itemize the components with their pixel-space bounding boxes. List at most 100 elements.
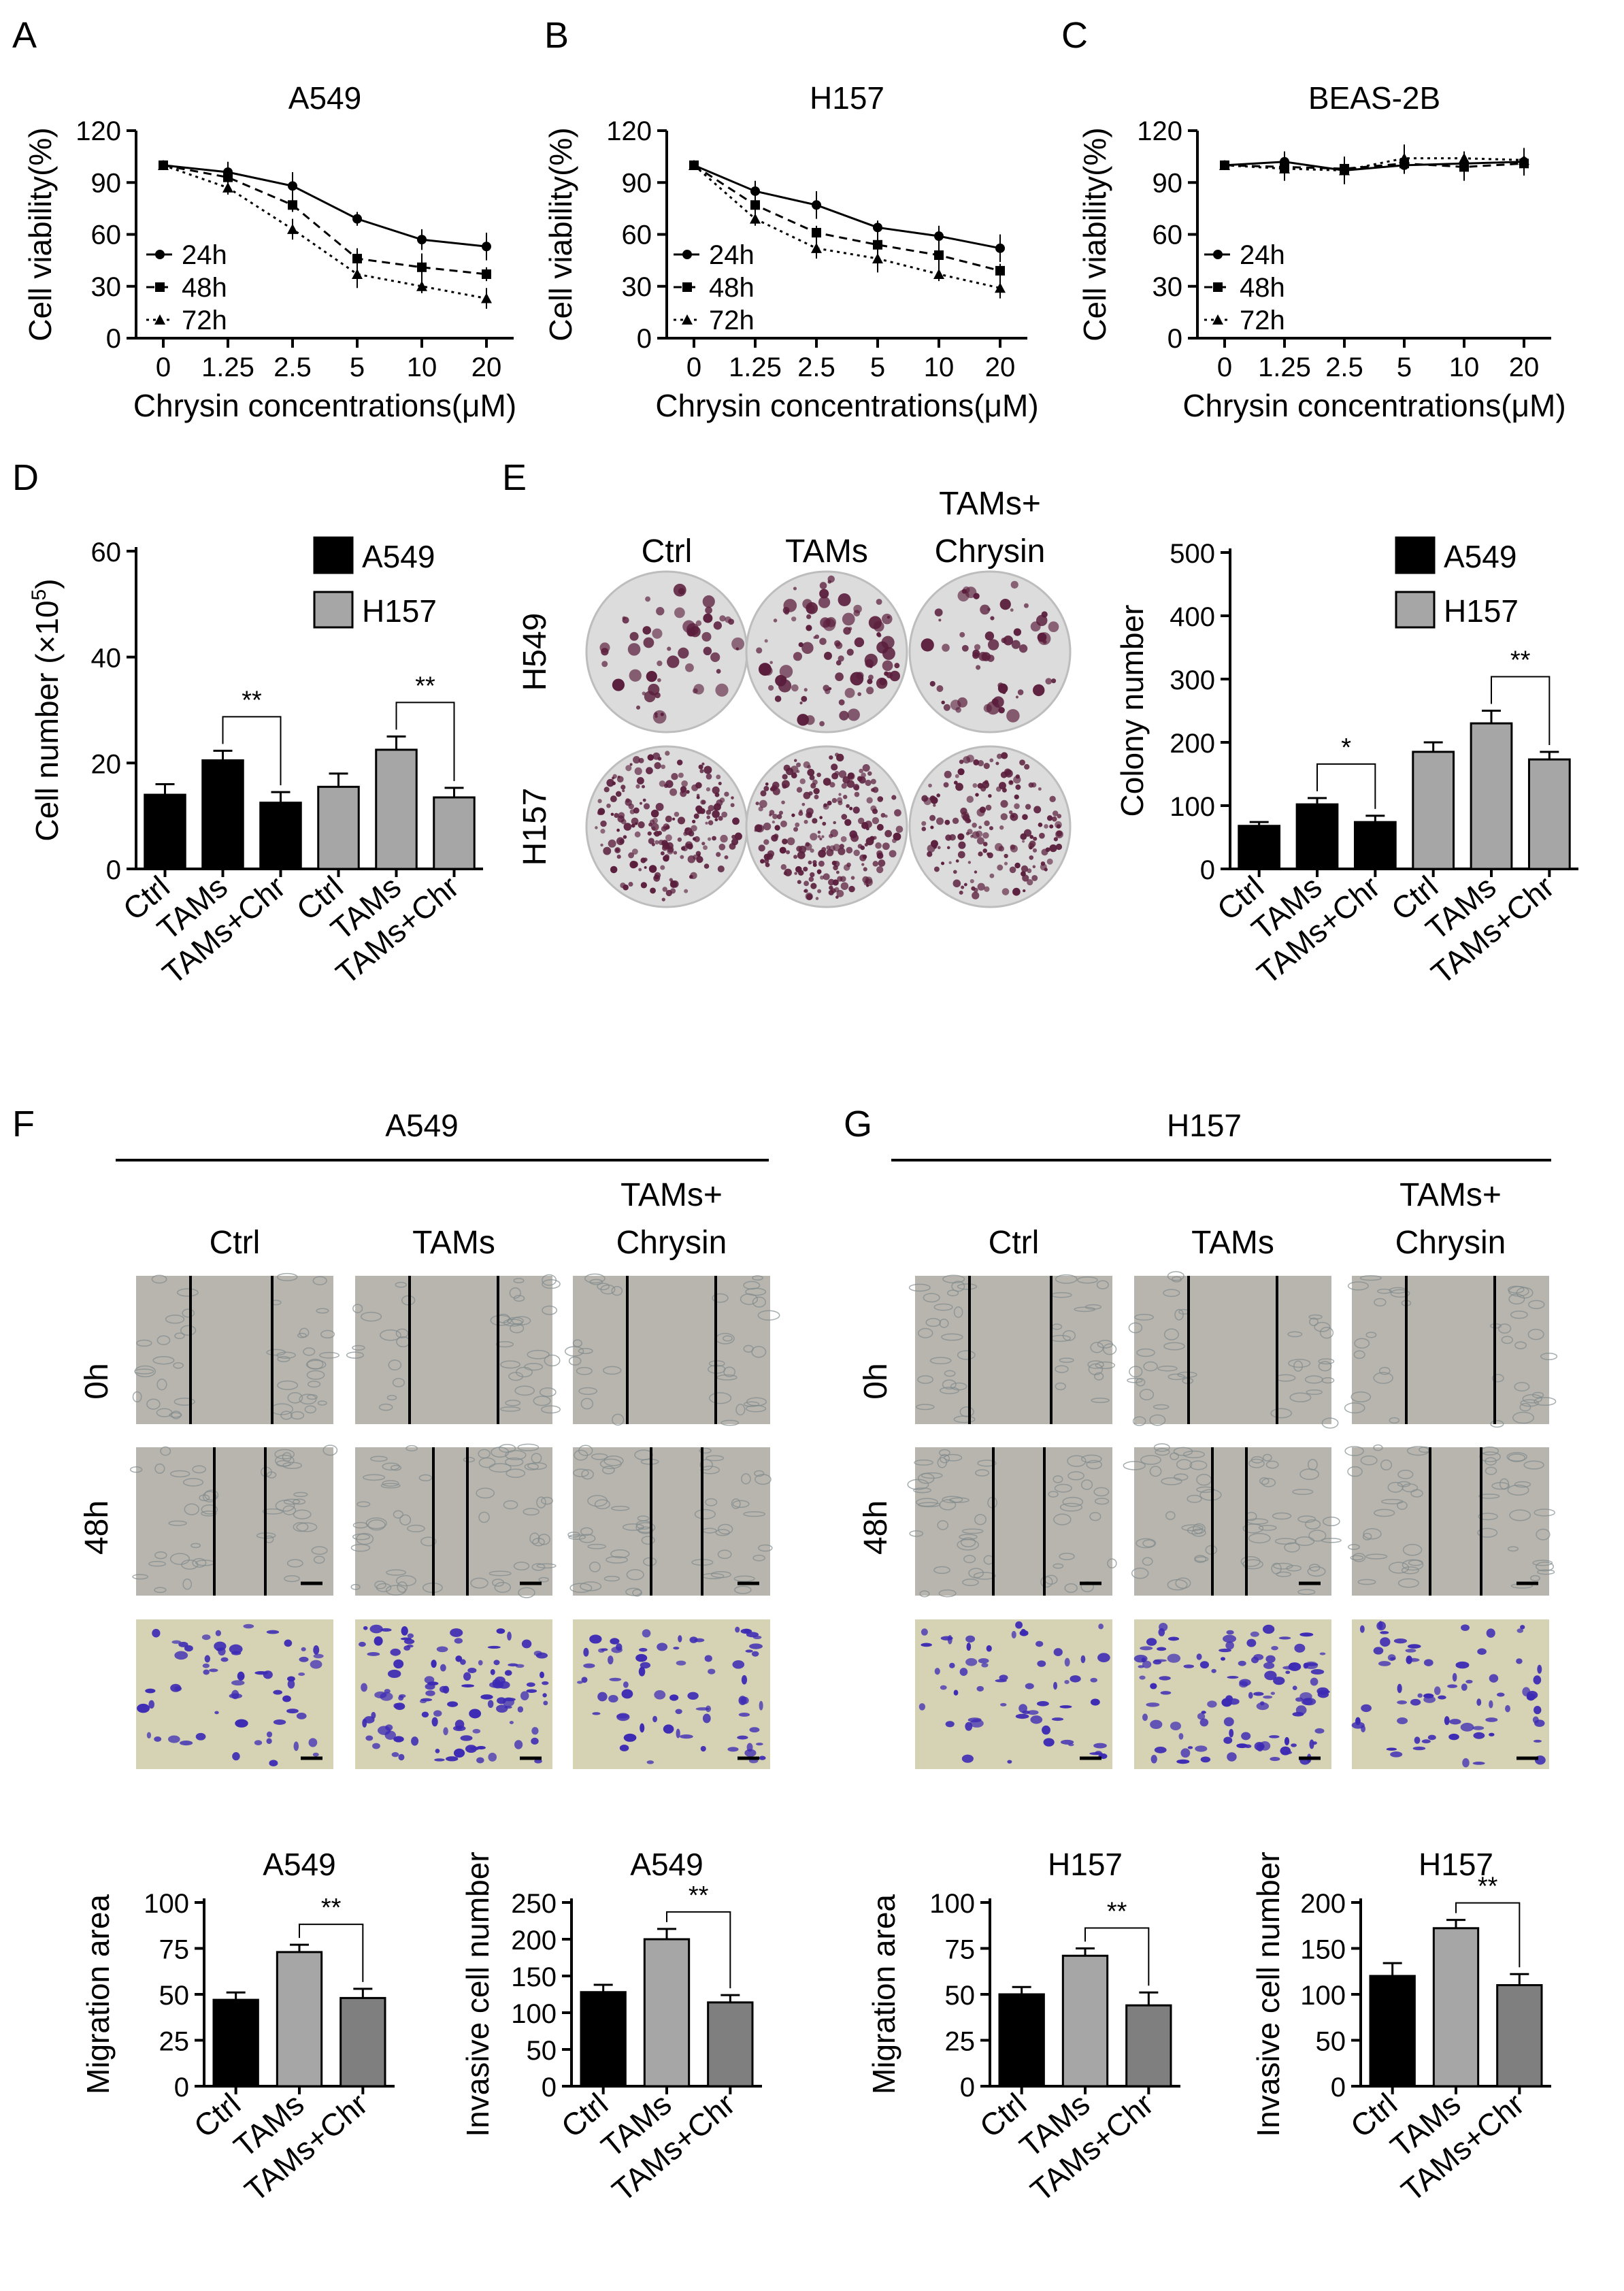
cell: [293, 1498, 306, 1505]
cell: [1380, 1460, 1393, 1470]
cell: [1509, 1509, 1531, 1521]
colony: [706, 773, 712, 780]
cell: [319, 1351, 339, 1359]
cell: [478, 1511, 490, 1523]
invaded-cell: [1421, 1739, 1431, 1744]
cell: [136, 1339, 152, 1347]
cell: [280, 1411, 293, 1420]
cell: [1194, 1556, 1209, 1562]
invaded-cell: [145, 1688, 156, 1694]
colony: [838, 847, 846, 855]
cell: [1276, 1571, 1292, 1577]
invaded-cell: [298, 1672, 305, 1677]
colony: [799, 701, 803, 705]
cell: [1189, 1460, 1208, 1470]
x-axis-label: Chrysin concentrations(μM): [133, 388, 516, 423]
invaded-cell: [1007, 1760, 1012, 1764]
legend-label-72h: 72h: [182, 306, 227, 335]
cell: [176, 1288, 199, 1297]
x-tick-label: 20: [471, 352, 502, 382]
colony: [873, 621, 884, 632]
colony: [857, 817, 865, 825]
colony: [930, 825, 934, 829]
invaded-cell: [1053, 1648, 1063, 1657]
cell: [1508, 1453, 1526, 1462]
colony: [772, 814, 778, 819]
cell: [734, 1585, 752, 1594]
series-line-24h: [163, 164, 487, 248]
colony: [798, 642, 803, 648]
invaded-cell: [1176, 1759, 1190, 1764]
bar-Ctrl: [212, 1998, 259, 2088]
colony: [774, 695, 782, 702]
cell: [1258, 1525, 1277, 1531]
colony: [882, 842, 890, 851]
cell: [1289, 1392, 1312, 1402]
cell: [951, 1281, 965, 1292]
wound-image: [1344, 1444, 1555, 1596]
point-72h: [872, 253, 883, 264]
colony: [984, 820, 990, 827]
colony: [794, 872, 797, 875]
colony: [791, 616, 797, 622]
colony: [703, 646, 712, 656]
invaded-cell: [687, 1692, 699, 1700]
cell: [192, 1465, 207, 1474]
cell: [395, 1281, 408, 1288]
colony: [936, 685, 944, 692]
invaded-cell: [673, 1647, 680, 1650]
colony: [1042, 640, 1047, 644]
invaded-cell: [167, 1735, 180, 1743]
colony: [656, 607, 665, 616]
colony: [846, 846, 853, 854]
cell: [293, 1521, 309, 1532]
colony: [712, 810, 720, 819]
invaded-cell: [1438, 1695, 1446, 1700]
colony: [705, 821, 708, 825]
invaded-cell: [609, 1677, 622, 1681]
cell: [1288, 1359, 1311, 1368]
colony: [801, 802, 806, 806]
wound-image: [907, 1447, 1117, 1598]
cell: [1261, 1478, 1276, 1487]
cell: [706, 1455, 725, 1462]
wound-field: [915, 1276, 1112, 1424]
invaded-cell: [744, 1749, 757, 1757]
invaded-cell: [287, 1676, 295, 1682]
cell: [390, 1464, 402, 1471]
colony: [966, 795, 974, 803]
invasion-image: [1351, 1619, 1549, 1769]
colony: [886, 616, 891, 619]
cell: [508, 1372, 524, 1381]
colony: [976, 837, 984, 845]
colony: [610, 812, 614, 817]
cell: [1287, 1331, 1303, 1338]
colony: [635, 784, 640, 789]
colony: [873, 836, 877, 840]
cell: [580, 1398, 594, 1410]
chart-title: A549: [288, 80, 361, 116]
cell: [578, 1445, 593, 1456]
cell: [385, 1585, 406, 1596]
invaded-cell: [1486, 1628, 1495, 1638]
cell: [1242, 1559, 1263, 1570]
y-tick-label: 60: [1153, 220, 1183, 250]
colony: [881, 636, 895, 649]
colony: [1014, 803, 1020, 810]
cell: [1359, 1275, 1382, 1281]
colony: [1051, 678, 1057, 684]
cell: [1136, 1348, 1155, 1357]
colony: [710, 652, 720, 662]
colony: [827, 580, 831, 584]
wound-image: [567, 1445, 773, 1597]
colony: [950, 699, 961, 710]
cell: [977, 1460, 997, 1467]
colony: [795, 822, 800, 827]
y-tick-label: 60: [622, 220, 652, 250]
cell: [564, 1346, 584, 1357]
colony: [882, 646, 895, 660]
colony: [876, 823, 884, 831]
colony: [634, 767, 642, 775]
